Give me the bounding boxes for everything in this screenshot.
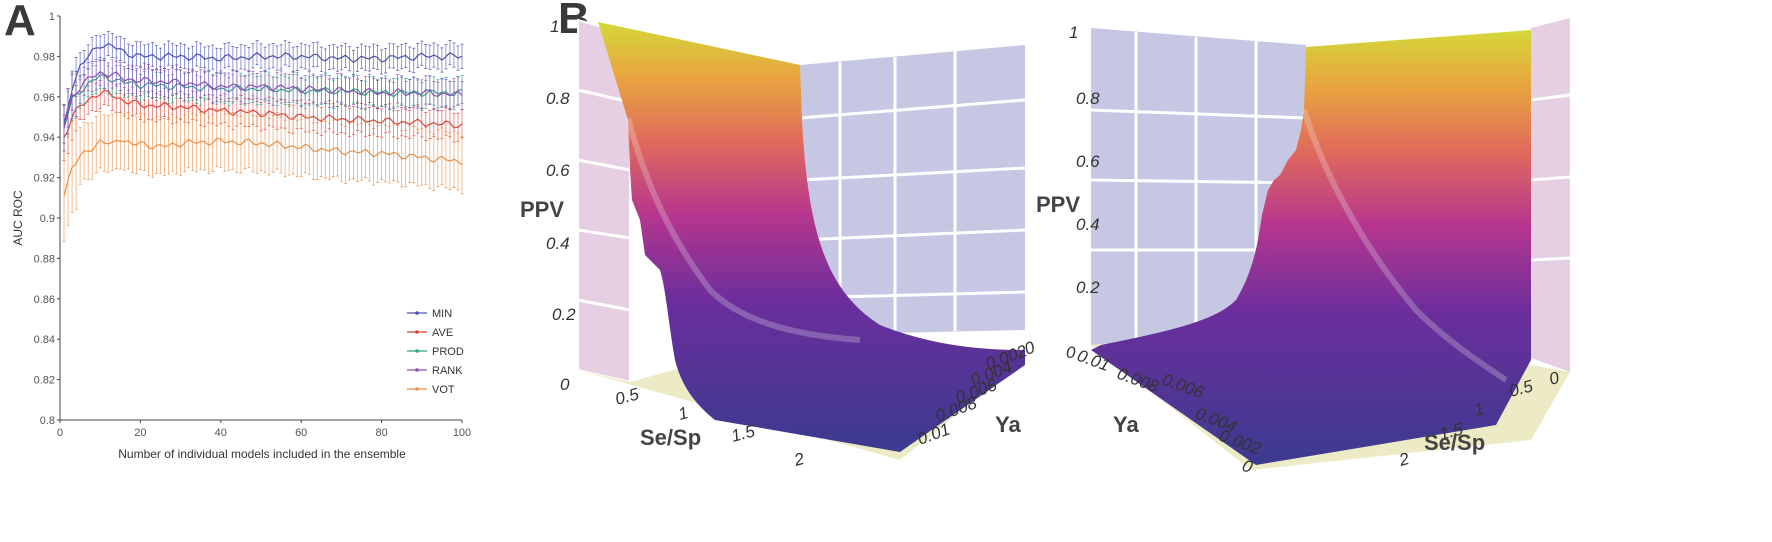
y-tick-label: 0.88: [34, 253, 55, 265]
axis-tick-label: 0.2: [1076, 278, 1100, 297]
axis-tick-label: 2: [791, 449, 807, 470]
y-tick-label: 0.9: [40, 213, 55, 225]
axis-tick-label: 0.6: [1076, 152, 1100, 171]
y-tick-label: 0.82: [34, 375, 55, 387]
y-tick-label: 0.92: [34, 173, 55, 185]
y-tick-label: 0.96: [34, 92, 55, 104]
legend-marker: [415, 311, 419, 315]
y-tick-label: 0.94: [34, 132, 55, 144]
y-axis-label-left: Ya: [995, 412, 1021, 437]
x-tick-label: 60: [295, 427, 307, 439]
legend-label: PROD: [432, 346, 464, 358]
legend-label: VOT: [432, 384, 455, 396]
x-axis-label-left: Se/Sp: [640, 425, 701, 450]
y-axis-label-right: Ya: [1113, 412, 1139, 437]
series-prod: [62, 60, 464, 152]
ppv-surface: [1091, 30, 1531, 465]
series-line: [63, 70, 463, 129]
axis-tick-label: 1: [550, 17, 559, 36]
ppv-surface: [598, 22, 1025, 452]
panel-label-a: A: [4, 0, 36, 45]
x-tick-label: 20: [134, 427, 146, 439]
series-line: [63, 89, 463, 138]
axis-tick-label: 0.6: [546, 161, 570, 180]
axis-tick-label: 0: [1066, 343, 1076, 362]
ppv-surface-right: 00.20.40.60.8100.511.5200.0020.0040.0060…: [1036, 18, 1571, 477]
legend-marker: [415, 368, 419, 372]
x-axis-label-right: Se/Sp: [1424, 430, 1485, 455]
auc-line-chart: 0.80.820.840.860.880.90.920.940.960.9810…: [11, 11, 472, 461]
series-vot: [62, 109, 464, 243]
series-rank: [62, 57, 464, 152]
y-tick-label: 0.98: [34, 51, 55, 63]
x-tick-label: 80: [375, 427, 387, 439]
axis-tick-label: 1: [676, 403, 690, 424]
y-tick-label: 0.8: [40, 415, 55, 427]
x-tick-label: 40: [215, 427, 227, 439]
axis-tick-label: 0.8: [546, 89, 570, 108]
legend-label: MIN: [432, 308, 452, 320]
x-tick-label: 100: [453, 427, 471, 439]
axis-tick-label: 0.4: [1076, 215, 1100, 234]
legend-marker: [415, 330, 419, 334]
y-tick-label: 0.84: [34, 334, 55, 346]
axis-tick-label: 1: [1069, 23, 1078, 42]
series-line: [63, 73, 463, 129]
back-wall-side: [1531, 18, 1570, 372]
legend-marker: [415, 349, 419, 353]
ppv-surface-left: 00.20.40.60.810.511.5200.0020.0040.0060.…: [520, 17, 1038, 470]
legend: MIN AVE PROD RANK VOT: [407, 308, 464, 396]
series-line: [63, 42, 463, 124]
back-wall-right: [800, 45, 1025, 335]
axis-tick-label: 0.8: [1076, 89, 1100, 108]
axis-tick-label: 0.4: [546, 234, 570, 253]
surface-ridge: [625, 117, 861, 343]
z-axis-label-left: PPV: [520, 197, 564, 222]
x-axis-label: Number of individual models included in …: [118, 447, 406, 461]
axes: 0.80.820.840.860.880.90.920.940.960.9810…: [34, 11, 472, 439]
y-tick-label: 0.86: [34, 294, 55, 306]
legend-label: AVE: [432, 327, 453, 339]
y-axis-label: AUC ROC: [11, 190, 25, 246]
axis-tick-label: 0: [560, 375, 570, 394]
x-tick-label: 0: [57, 427, 63, 439]
axis-tick-label: 0.2: [552, 305, 576, 324]
legend-label: RANK: [432, 365, 463, 377]
surface-ridge: [1301, 109, 1508, 383]
legend-marker: [415, 387, 419, 391]
axis-tick-label: 0.5: [613, 384, 641, 409]
series-line: [63, 137, 463, 197]
series-group: [62, 31, 464, 243]
y-tick-label: 1: [49, 11, 55, 23]
z-axis-label-right: PPV: [1036, 192, 1080, 217]
